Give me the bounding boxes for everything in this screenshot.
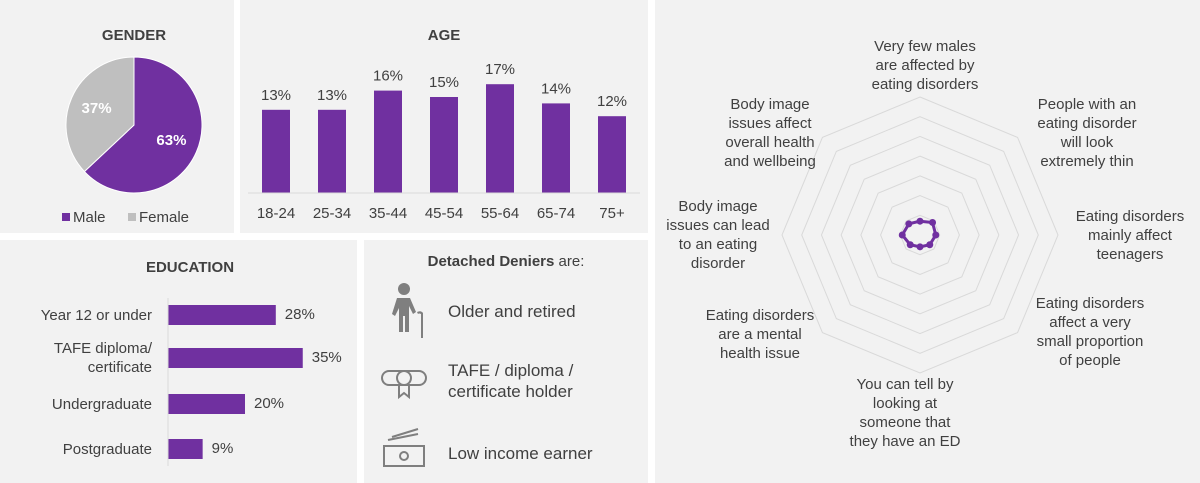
x-tick-label: 65-74: [537, 205, 575, 222]
value-label: 14%: [541, 80, 571, 97]
icon-elderly: [392, 283, 423, 338]
value-label: 17%: [485, 61, 515, 78]
chart-title: AGE: [428, 27, 461, 44]
legend-label: Male: [73, 209, 106, 226]
panel: [655, 0, 1200, 483]
grid-ring: [801, 116, 1039, 354]
data-point: [906, 241, 914, 249]
value-label: 12%: [597, 93, 627, 110]
bar: [168, 348, 303, 368]
icon-money: [383, 428, 425, 467]
data-point: [916, 243, 924, 251]
value-label: 16%: [373, 68, 403, 85]
bar: [430, 97, 458, 193]
y-tick-label: Year 12 or under: [40, 306, 152, 324]
x-tick-label: 35-44: [369, 205, 407, 222]
profile-title-rest: are:: [559, 253, 585, 270]
legend-label: Female: [139, 209, 189, 226]
pie-slice: [65, 56, 135, 173]
y-tick-label: TAFE diploma/ certificate: [53, 340, 152, 376]
profile-item: Older and retired: [448, 301, 576, 321]
grid-ring: [880, 195, 960, 275]
grid-ring: [820, 135, 1020, 335]
axis-label: Body image issues can lead to an eating …: [666, 198, 770, 272]
value-label: 28%: [285, 306, 315, 323]
icon-certificate: [381, 370, 427, 400]
x-tick-label: 18-24: [257, 205, 295, 222]
grid-ring: [840, 155, 1000, 315]
axis-label: Eating disorders mainly affect teenagers: [1075, 208, 1185, 263]
value-label: 37%: [82, 100, 112, 117]
data-point: [926, 241, 934, 249]
y-tick-label: Postgraduate: [62, 440, 152, 458]
bar: [168, 305, 276, 325]
value-label: 63%: [156, 132, 186, 149]
axis-label: Body image issues affect overall health …: [724, 96, 816, 170]
axis-label: Very few males are affected by eating di…: [871, 38, 979, 93]
pie-slice: [83, 56, 203, 194]
axis-label: Eating disorders are a mental health iss…: [705, 307, 815, 362]
bar: [542, 103, 570, 193]
bar: [262, 109, 290, 193]
value-label: 35%: [312, 349, 342, 366]
bar: [168, 394, 245, 414]
axis-label: People with an eating disorder will look…: [1037, 96, 1137, 170]
x-tick-label: 45-54: [425, 205, 463, 222]
bar: [598, 116, 626, 193]
value-label: 13%: [317, 87, 347, 104]
value-label: 9%: [212, 440, 234, 457]
data-point: [916, 217, 924, 225]
x-tick-label: 55-64: [481, 205, 519, 222]
chart-title: EDUCATION: [146, 259, 234, 276]
data-point: [905, 220, 913, 228]
bar: [168, 439, 203, 459]
bar: [318, 109, 346, 193]
grid-ring: [899, 214, 941, 256]
profile-item: Low income earner: [448, 443, 593, 463]
value-label: 20%: [254, 395, 284, 412]
grid-ring: [860, 175, 980, 295]
data-point: [929, 218, 937, 226]
value-label: 13%: [261, 87, 291, 104]
panel: [364, 240, 648, 483]
profile-item: TAFE / diploma / certificate holder: [448, 361, 574, 401]
x-tick-label: 25-34: [313, 205, 351, 222]
profile-title: Detached Deniers are:: [428, 253, 585, 270]
bar: [486, 84, 514, 193]
grid-ring: [781, 96, 1059, 374]
x-tick-label: 75+: [599, 205, 625, 222]
legend-swatch: [128, 213, 136, 221]
axis-label: Eating disorders affect a very small pro…: [1035, 295, 1145, 369]
data-point: [932, 231, 940, 239]
profile-title-bold: Detached Deniers: [428, 253, 555, 270]
legend-swatch: [62, 213, 70, 221]
y-tick-label: Undergraduate: [51, 395, 152, 413]
axis-label: You can tell by looking at someone that …: [849, 376, 961, 450]
data-point: [898, 231, 906, 239]
bar: [374, 90, 402, 193]
chart-title: GENDER: [102, 27, 166, 44]
value-label: 15%: [429, 74, 459, 91]
